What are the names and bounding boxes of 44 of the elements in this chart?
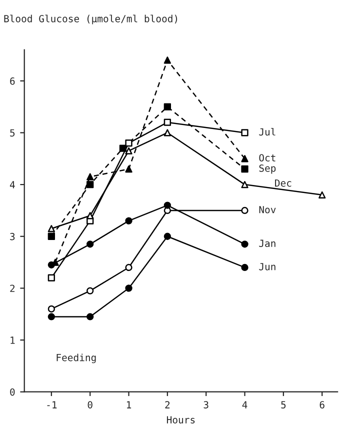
x-tick-label: 0: [88, 401, 92, 408]
point: [241, 155, 248, 162]
x-tick-label: 2: [165, 401, 170, 408]
point: [125, 140, 132, 147]
point: [164, 129, 171, 136]
point: [119, 144, 127, 152]
y-tick-label: 5: [10, 129, 15, 137]
series-label: Jul: [259, 128, 276, 136]
series-label: Jun: [259, 263, 276, 270]
point: [164, 118, 171, 126]
annotation: Feeding: [56, 354, 96, 364]
point: [241, 180, 248, 188]
series-label: Oct: [259, 154, 276, 162]
x-tick-label: 6: [320, 401, 324, 408]
y-tick-label: 0: [10, 388, 15, 396]
point: [241, 165, 248, 173]
point: [86, 173, 94, 180]
x-axis-title: Hours: [166, 416, 195, 424]
point: [48, 274, 55, 282]
point: [48, 225, 55, 232]
series-label: Dec: [275, 179, 292, 187]
x-tick-label: 1: [127, 401, 132, 408]
point: [125, 147, 132, 154]
x-tick-label: 5: [281, 401, 286, 408]
point: [125, 165, 132, 173]
point: [48, 232, 55, 240]
x-tick-label: 4: [242, 401, 248, 408]
x-tick-label: 3: [204, 401, 208, 408]
point: [318, 191, 326, 198]
y-axis-title: Blood Glucose (μmole/ml blood): [4, 14, 178, 24]
y-tick-label: 1: [10, 336, 15, 344]
x-tick-label: -1: [47, 401, 57, 408]
y-tick-label: 4: [10, 181, 15, 188]
y-tick-label: 2: [10, 284, 15, 292]
point: [164, 56, 171, 64]
series-label: Nov: [259, 206, 276, 214]
y-tick-label: 3: [10, 232, 15, 240]
y-tick-label: 6: [10, 77, 15, 85]
series-label: Jan: [259, 240, 276, 247]
point: [86, 180, 94, 188]
point: [86, 212, 94, 220]
series-label: Sep: [259, 164, 276, 174]
point: [164, 103, 171, 110]
point: [241, 129, 248, 136]
